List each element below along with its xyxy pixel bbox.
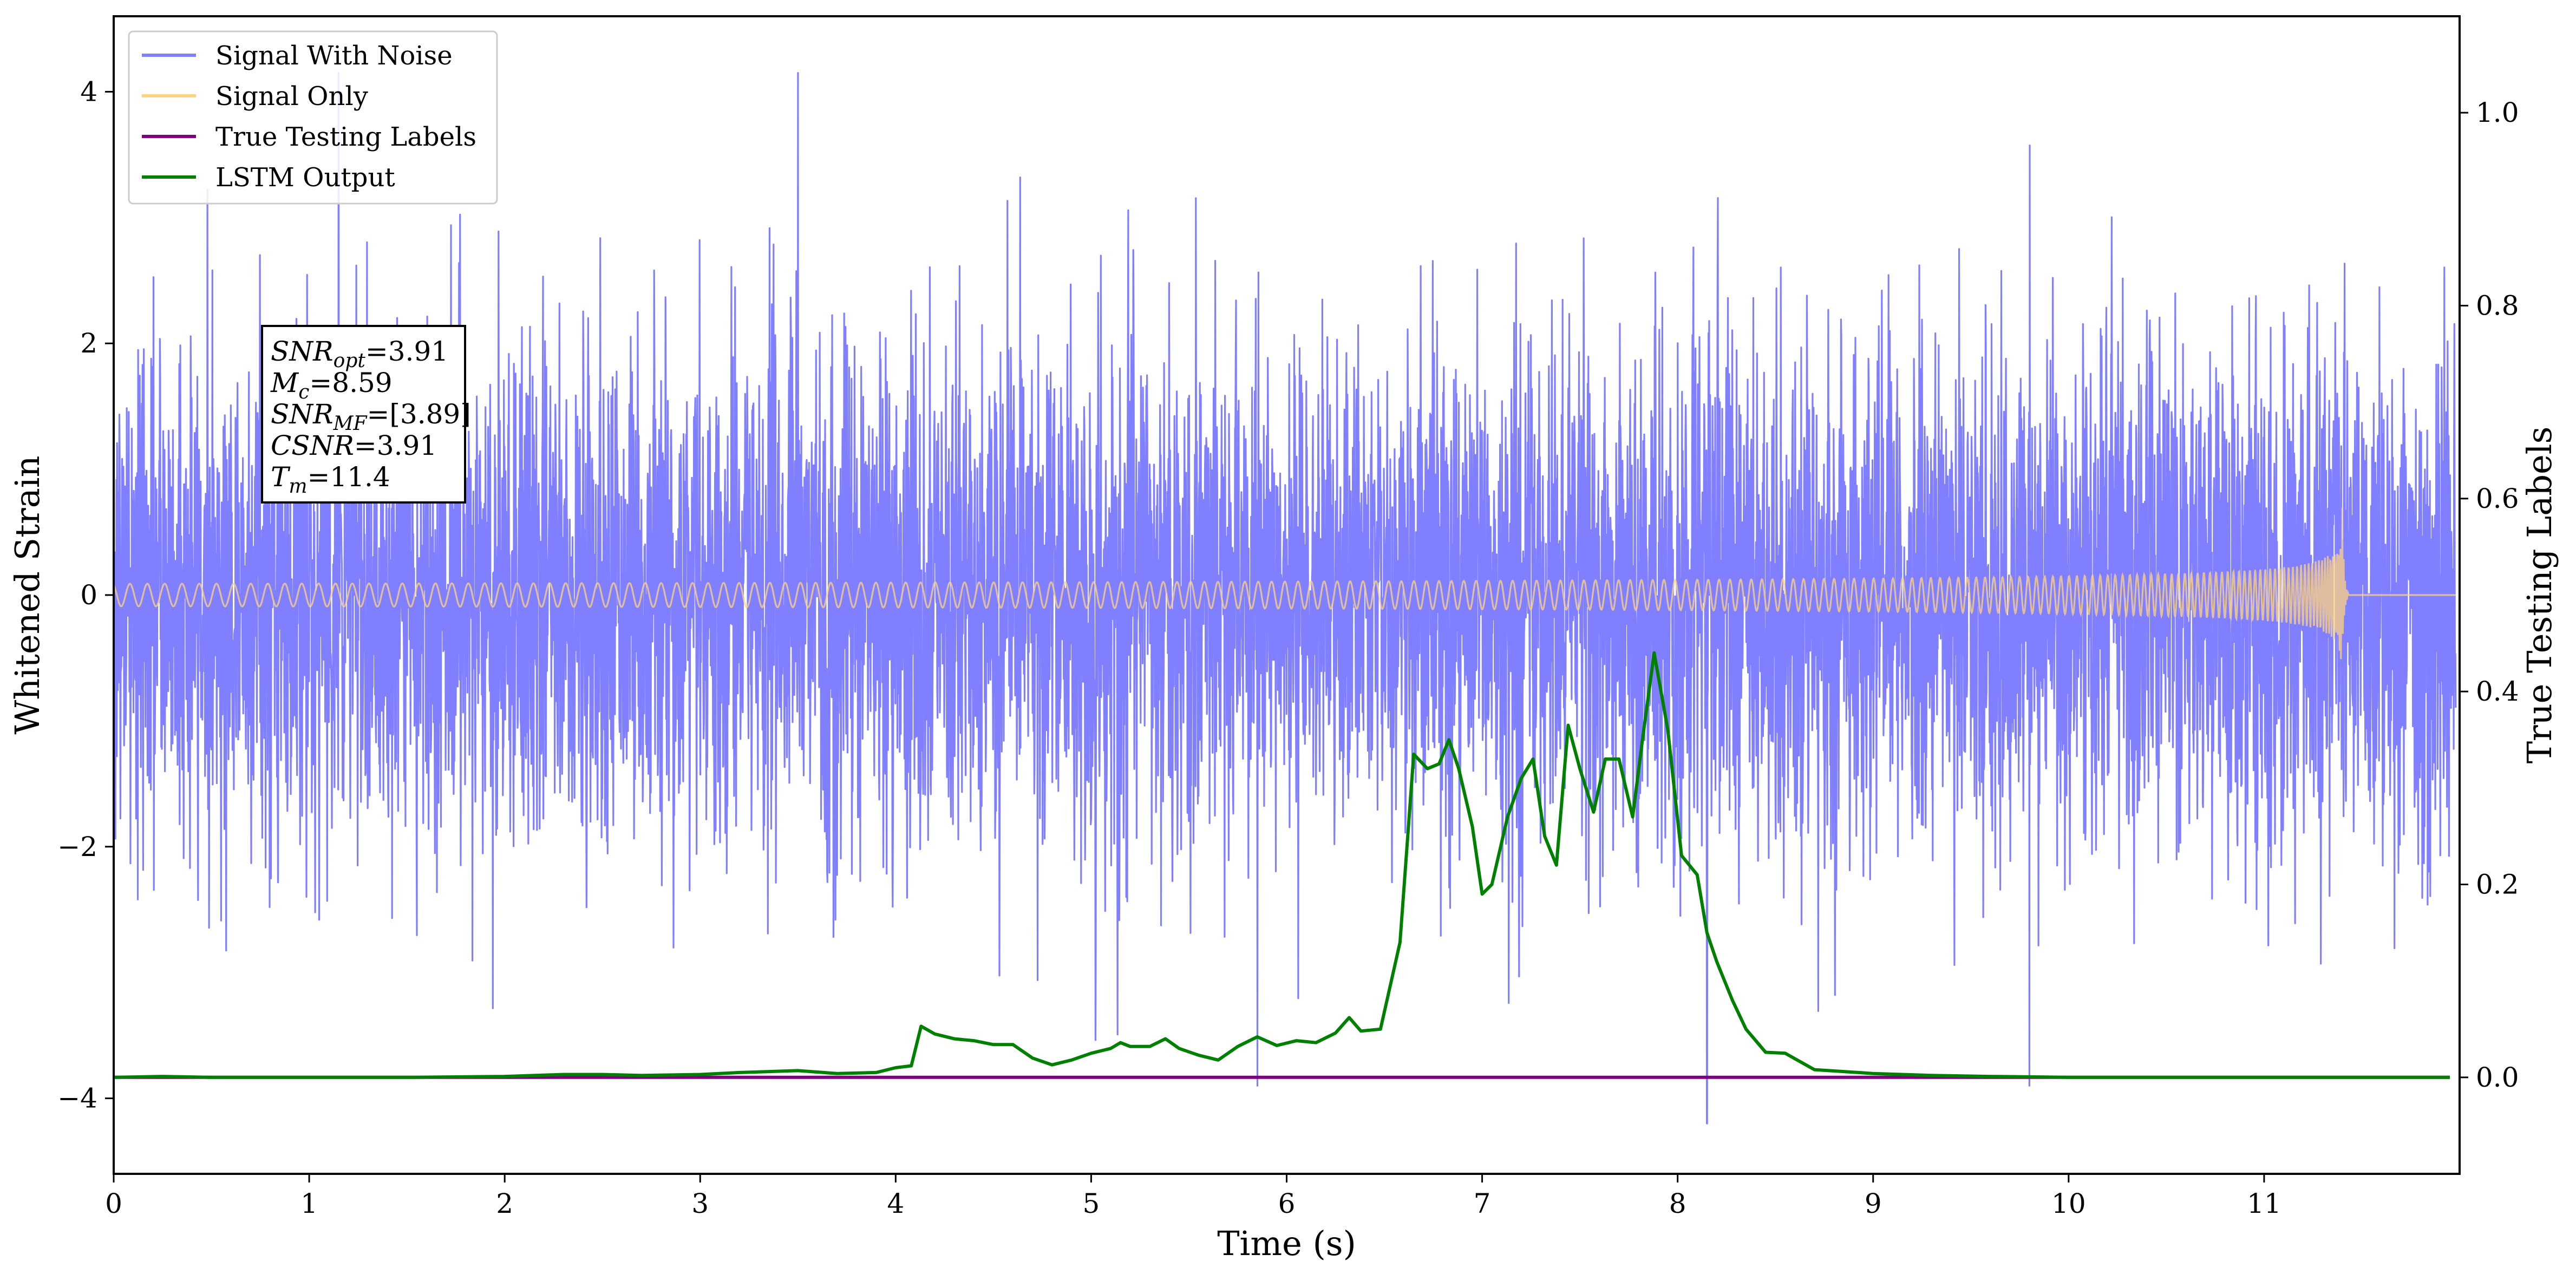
x-tick-label: 8 xyxy=(1669,1188,1686,1219)
y2-axis-label: True Testing Labels xyxy=(2520,427,2559,764)
annotation-value: =3.91 xyxy=(354,430,437,461)
annotation-value: =8.59 xyxy=(309,367,392,398)
x-tick-label: 10 xyxy=(2051,1188,2086,1219)
y2-tick-label: 0.0 xyxy=(2476,1062,2519,1093)
series-lstm-output xyxy=(114,651,2450,1079)
x-tick-label: 5 xyxy=(1083,1188,1100,1219)
y2-tick-label: 0.4 xyxy=(2476,676,2519,707)
parameter-annotation-box: SNRopt=3.91Mc=8.59SNRMF=[3.89]CSNR=3.91T… xyxy=(261,325,471,504)
y2-tick-label: 0.2 xyxy=(2476,869,2519,900)
x-tick-label: 3 xyxy=(691,1188,709,1219)
legend-label: LSTM Output xyxy=(215,162,395,193)
x-tick-label: 4 xyxy=(887,1188,904,1219)
annotation-line: Mc=8.59 xyxy=(270,367,393,403)
x-tick-label: 6 xyxy=(1278,1188,1296,1219)
annotation-line: SNRMF=[3.89] xyxy=(271,398,471,435)
x-tick-label: 1 xyxy=(300,1188,318,1219)
y2-tick-label: 0.6 xyxy=(2476,483,2519,514)
annotation-subscript: MF xyxy=(333,413,368,435)
y-tick-label: −4 xyxy=(57,1083,97,1114)
x-tick-label: 7 xyxy=(1474,1188,1491,1219)
y-tick-label: −2 xyxy=(57,831,97,863)
y2-tick-label: 0.8 xyxy=(2476,290,2519,322)
x-tick-label: 9 xyxy=(1865,1188,1882,1219)
annotation-subscript: m xyxy=(289,475,307,498)
y2-tick-label: 1.0 xyxy=(2476,97,2519,128)
annotation-subscript: opt xyxy=(334,350,366,372)
series-signal-only xyxy=(114,507,2456,659)
annotation-symbol: M xyxy=(270,367,299,398)
annotation-symbol: SNR xyxy=(271,398,334,430)
annotation-value: =[3.89] xyxy=(367,398,471,430)
annotation-subscript: c xyxy=(298,381,309,403)
legend-label: Signal With Noise xyxy=(215,41,453,71)
legend-frame xyxy=(128,30,498,205)
x-tick-label: 2 xyxy=(496,1188,513,1219)
legend-label: Signal Only xyxy=(215,81,368,112)
y-axis-right: 0.0 0.2 0.4 0.6 0.8 1.0 xyxy=(2460,97,2519,1093)
legend: Signal With Noise Signal Only True Testing… xyxy=(128,30,498,205)
x-axis: 0 1 2 3 4 5 6 7 8 9 10 11 xyxy=(105,1174,2281,1219)
series-signal-with-noise xyxy=(114,72,2457,1125)
y-tick-label: 4 xyxy=(80,76,97,107)
x-tick-label: 0 xyxy=(105,1188,122,1219)
annotation-line: Tm=11.4 xyxy=(271,461,390,498)
y-axis-left: −4 −2 0 2 4 xyxy=(57,76,114,1114)
y-tick-label: 2 xyxy=(80,328,97,359)
annotation-symbol: SNR xyxy=(271,336,334,367)
annotation-value: =11.4 xyxy=(308,461,390,493)
y-axis-label: Whitened Strain xyxy=(8,456,47,735)
legend-label: True Testing Labels xyxy=(215,122,476,152)
x-tick-label: 11 xyxy=(2247,1188,2281,1219)
annotation-line: CSNR=3.91 xyxy=(271,430,437,461)
annotation-symbol: T xyxy=(271,461,291,493)
y-tick-label: 0 xyxy=(80,579,97,611)
annotation-value: =3.91 xyxy=(365,336,448,367)
series-layer xyxy=(114,72,2457,1125)
annotation-frame xyxy=(261,325,466,504)
annotation-line: SNRopt=3.91 xyxy=(271,336,448,372)
x-axis-label: Time (s) xyxy=(1217,1224,1356,1263)
annotation-symbol: CSNR xyxy=(271,430,354,461)
